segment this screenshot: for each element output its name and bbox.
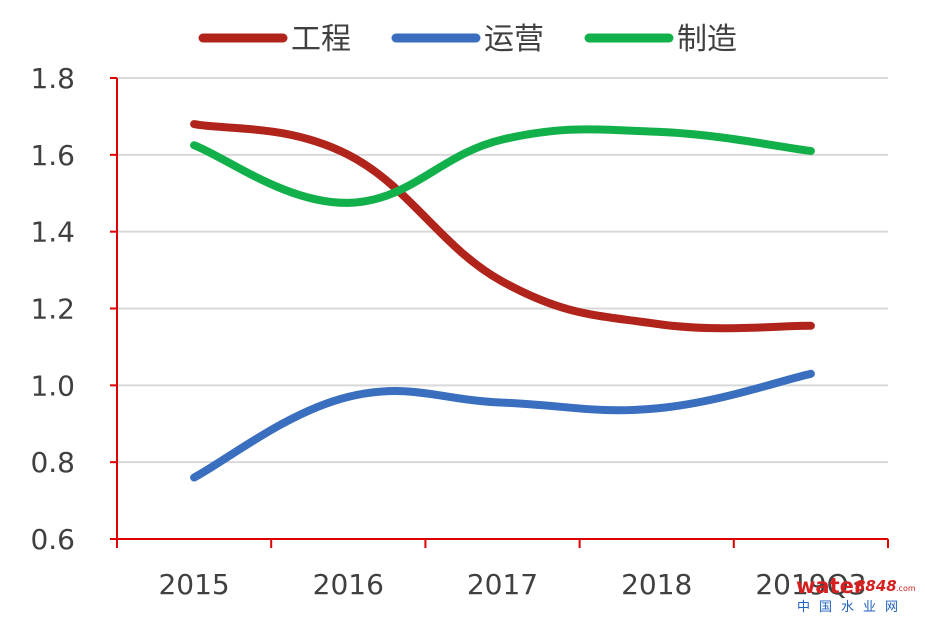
x-tick-label: 2016 [313,568,384,601]
y-tick-label: 1.4 [30,216,75,249]
x-tick-label: 2019Q3 [755,568,866,601]
y-tick-label: 1.2 [30,293,75,326]
legend: 工程 运营 制造 [198,22,737,57]
watermark-logo: water 8848 .com 中国水业网 [796,574,916,615]
series-line-0 [190,120,815,333]
x-tick-labels: 2015 2016 2017 2018 2019Q3 [158,568,866,601]
y-tick-label: 0.6 [30,523,75,556]
watermark-brand-number: 8848 [855,577,897,595]
axes [110,77,889,548]
y-tick-label: 1.8 [30,62,75,95]
y-tick-label: 1.0 [30,369,75,402]
x-tick-label: 2018 [621,568,692,601]
legend-label: 运营 [484,22,544,57]
series-lines [190,120,815,482]
watermark-brand-suffix: .com [896,584,916,593]
y-tick-label: 1.6 [30,139,75,172]
y-tick-labels: 0.6 0.8 1.0 1.2 1.4 1.6 1.8 [30,62,75,556]
x-tick-label: 2017 [467,568,538,601]
legend-label: 制造 [677,22,737,57]
y-tick-label: 0.8 [30,446,75,479]
legend-label: 工程 [291,22,351,57]
gridlines [117,77,888,464]
watermark-brand-cn: 中国水业网 [797,600,907,615]
x-tick-label: 2015 [158,568,229,601]
series-line-1 [190,369,815,482]
watermark-brand: water [796,574,865,598]
series-line-2 [190,125,815,207]
